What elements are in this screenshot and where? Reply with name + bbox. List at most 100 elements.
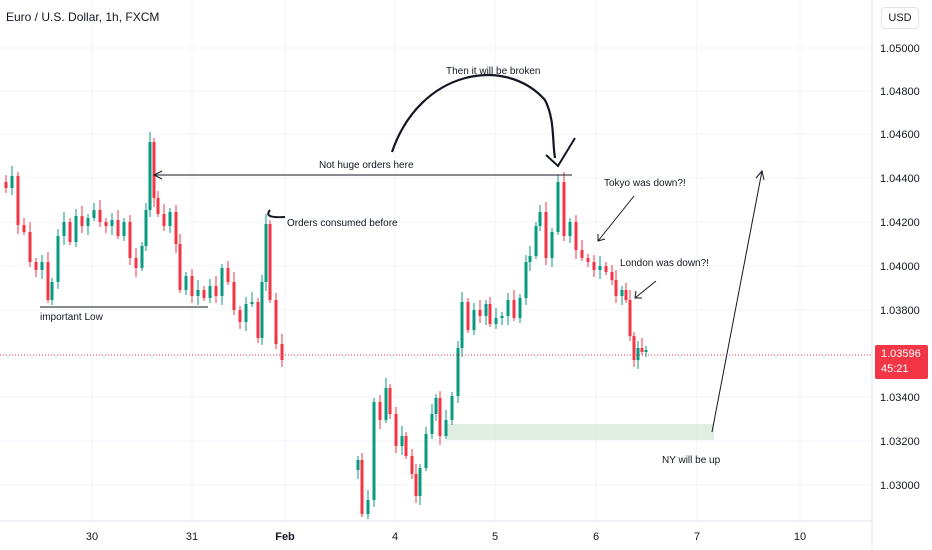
candle xyxy=(574,222,578,250)
candle xyxy=(586,258,590,262)
candle xyxy=(418,468,422,496)
break-curve xyxy=(390,73,557,159)
candle xyxy=(22,225,26,232)
time-axis[interactable]: 30 31 Feb 4 5 6 7 10 xyxy=(86,531,806,543)
price-tick-label: 1.04000 xyxy=(880,261,920,273)
candle xyxy=(620,290,624,296)
price-tick-label: 1.04400 xyxy=(880,173,920,185)
last-price-value: 1.03596 xyxy=(881,348,921,360)
grid xyxy=(0,0,872,521)
time-tick-label: Feb xyxy=(275,531,295,543)
candle xyxy=(16,176,20,225)
orders-consumed-label: Orders consumed before xyxy=(287,218,398,229)
candle xyxy=(116,220,120,236)
candle xyxy=(28,232,32,262)
candle xyxy=(494,318,498,324)
candle xyxy=(190,276,194,296)
candle xyxy=(74,216,78,242)
resistance-arrowhead xyxy=(152,170,163,180)
candle xyxy=(110,220,114,226)
candle xyxy=(414,474,418,496)
then-broken-label: Then it will be broken xyxy=(446,66,541,77)
candle xyxy=(244,304,248,322)
candle xyxy=(410,456,414,474)
time-tick-label: 10 xyxy=(794,531,806,543)
ny-arrowhead xyxy=(755,169,765,181)
candle xyxy=(34,262,38,270)
candle xyxy=(174,212,178,244)
candle xyxy=(384,388,388,420)
london-arrowhead xyxy=(634,290,642,299)
candle xyxy=(4,182,8,188)
price-axis[interactable]: 1.05000 1.04800 1.04600 1.04400 1.04200 1.040… xyxy=(880,43,920,492)
candle xyxy=(636,348,640,360)
candle xyxy=(394,414,398,446)
candle xyxy=(214,286,218,296)
candle xyxy=(610,272,614,280)
price-tick-label: 1.04600 xyxy=(880,129,920,141)
ny-arrow xyxy=(711,170,763,433)
candle xyxy=(178,244,182,290)
candle xyxy=(92,210,96,218)
london-label: London was down?! xyxy=(620,258,709,269)
not-huge-orders-label: Not huge orders here xyxy=(319,160,414,171)
time-tick-label: 6 xyxy=(593,531,599,543)
candle xyxy=(62,222,66,236)
price-tick-label: 1.03400 xyxy=(880,392,920,404)
candle xyxy=(534,226,538,256)
candle xyxy=(598,266,602,270)
candle xyxy=(56,236,60,282)
candle xyxy=(624,290,628,300)
orders-consumed-hook xyxy=(267,209,286,219)
time-tick-label: 4 xyxy=(392,531,398,543)
candle xyxy=(152,142,156,198)
candle xyxy=(550,232,554,258)
candle xyxy=(134,258,138,268)
candle xyxy=(378,402,382,420)
candles xyxy=(4,132,648,519)
candle xyxy=(388,388,392,414)
london-arrow xyxy=(634,280,657,299)
candle xyxy=(466,302,470,330)
candle xyxy=(232,282,236,310)
candle xyxy=(400,436,404,446)
candle xyxy=(604,266,608,272)
demand-zone xyxy=(447,424,714,440)
candle xyxy=(628,300,632,336)
candle xyxy=(46,262,50,300)
bar-countdown: 45:21 xyxy=(881,363,909,375)
currency-button[interactable]: USD xyxy=(881,7,919,29)
candle xyxy=(86,218,90,226)
candle xyxy=(168,212,172,226)
candle xyxy=(360,460,364,514)
candle xyxy=(472,310,476,330)
candle xyxy=(162,214,166,226)
chart-title: Euro / U.S. Dollar, 1h, FXCM xyxy=(6,10,159,24)
candle xyxy=(220,268,224,296)
candle xyxy=(614,280,618,296)
time-tick-label: 5 xyxy=(492,531,498,543)
candle xyxy=(226,268,230,282)
candle xyxy=(444,420,448,436)
candle xyxy=(524,262,528,298)
candle xyxy=(484,304,488,316)
time-tick-label: 30 xyxy=(86,531,98,543)
break-check xyxy=(545,137,576,168)
candle xyxy=(122,222,126,236)
candle xyxy=(50,282,54,300)
candle xyxy=(238,310,242,322)
ny-label: NY will be up xyxy=(662,455,721,466)
candle xyxy=(268,224,272,300)
candle xyxy=(556,182,560,232)
candle xyxy=(274,300,278,344)
candle xyxy=(592,262,596,270)
candle xyxy=(280,344,284,360)
candle xyxy=(144,210,148,246)
candle xyxy=(538,212,542,226)
candle xyxy=(264,224,268,282)
candle xyxy=(260,282,264,338)
last-price-badge: 1.03596 45:21 xyxy=(875,345,928,379)
candle xyxy=(250,302,254,304)
candle xyxy=(512,300,516,318)
